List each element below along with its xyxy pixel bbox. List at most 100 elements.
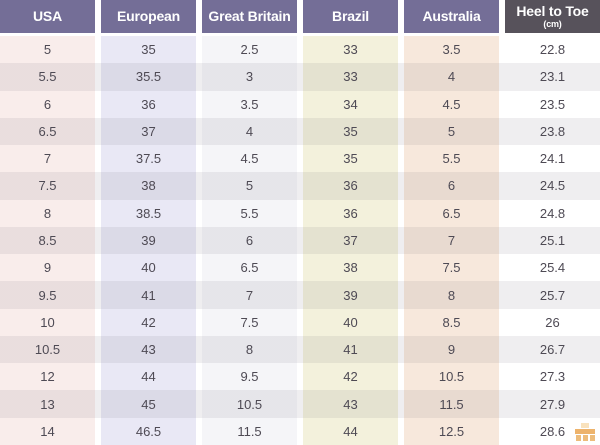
table-cell: 25.1	[505, 226, 600, 255]
table-cell: 24.1	[505, 145, 600, 173]
column-gutter	[499, 335, 505, 364]
table-cell: 40	[101, 254, 196, 282]
column-gutter	[95, 63, 101, 91]
column-gutter	[499, 36, 505, 64]
table-cell: 3.5	[404, 36, 499, 64]
table-row: 9 40 6.5 38 7.5 25.4	[0, 254, 600, 282]
table-cell: 14	[0, 417, 95, 445]
column-gutter	[398, 254, 404, 282]
table-cell: 42	[303, 363, 398, 391]
column-gutter	[196, 117, 202, 146]
column-gutter	[499, 90, 505, 118]
table-row: 5.5 35.5 3 33 4 23.1	[0, 63, 600, 91]
column-header-australia: Australia	[404, 0, 499, 33]
table-cell: 27.3	[505, 363, 600, 391]
column-gutter	[398, 117, 404, 146]
table-cell: 23.1	[505, 63, 600, 91]
column-header-label: Brazil	[332, 8, 369, 25]
column-gutter	[95, 172, 101, 200]
table-cell: 7.5	[202, 308, 297, 336]
column-gutter	[196, 172, 202, 200]
column-gutter	[297, 308, 303, 336]
table-cell: 37	[303, 226, 398, 255]
table-cell: 6.5	[0, 117, 95, 146]
column-gutter	[196, 390, 202, 418]
column-header-label: European	[117, 8, 180, 25]
table-cell: 9.5	[0, 281, 95, 309]
table-cell: 5	[0, 36, 95, 64]
column-gutter	[398, 145, 404, 173]
column-gutter	[499, 390, 505, 418]
table-cell: 37.5	[101, 145, 196, 173]
column-gutter	[95, 199, 101, 227]
column-gutter	[499, 0, 505, 33]
table-cell: 8	[202, 335, 297, 364]
table-cell: 34	[303, 90, 398, 118]
column-gutter	[95, 145, 101, 173]
table-row: 7 37.5 4.5 35 5.5 24.1	[0, 145, 600, 173]
table-cell: 4	[202, 117, 297, 146]
table-cell: 5.5	[0, 63, 95, 91]
column-gutter	[196, 308, 202, 336]
column-gutter	[95, 335, 101, 364]
table-cell: 10	[0, 308, 95, 336]
table-cell: 25.4	[505, 254, 600, 282]
table-cell: 26	[505, 308, 600, 336]
column-gutter	[297, 0, 303, 33]
table-cell: 10.5	[404, 363, 499, 391]
table-cell: 27.9	[505, 390, 600, 418]
column-gutter	[499, 363, 505, 391]
column-gutter	[499, 63, 505, 91]
table-cell: 39	[101, 226, 196, 255]
column-gutter	[398, 199, 404, 227]
table-cell: 24.5	[505, 172, 600, 200]
table-cell: 5.5	[202, 199, 297, 227]
column-gutter	[297, 117, 303, 146]
table-row: 6 36 3.5 34 4.5 23.5	[0, 90, 600, 118]
column-gutter	[95, 36, 101, 64]
table-cell: 36	[303, 172, 398, 200]
table-cell: 5.5	[404, 145, 499, 173]
table-cell: 41	[101, 281, 196, 309]
table-cell: 7.5	[404, 254, 499, 282]
column-header-label: Australia	[422, 8, 481, 25]
table-cell: 41	[303, 335, 398, 364]
table-cell: 3	[202, 63, 297, 91]
column-gutter	[196, 0, 202, 33]
table-cell: 7	[0, 145, 95, 173]
table-cell: 38	[303, 254, 398, 282]
column-gutter	[297, 36, 303, 64]
column-gutter	[297, 199, 303, 227]
table-row: 5 35 2.5 33 3.5 22.8	[0, 36, 600, 64]
table-cell: 12.5	[404, 417, 499, 445]
table-cell: 43	[101, 335, 196, 364]
table-cell: 10.5	[202, 390, 297, 418]
column-gutter	[398, 390, 404, 418]
column-gutter	[297, 390, 303, 418]
table-cell: 2.5	[202, 36, 297, 64]
table-cell: 36	[303, 199, 398, 227]
table-row: 9.5 41 7 39 8 25.7	[0, 281, 600, 309]
column-gutter	[398, 90, 404, 118]
table-cell: 25.7	[505, 281, 600, 309]
column-gutter	[95, 281, 101, 309]
table-cell: 23.5	[505, 90, 600, 118]
table-row: 13 45 10.5 43 11.5 27.9	[0, 390, 600, 418]
column-gutter	[196, 363, 202, 391]
table-cell: 23.8	[505, 117, 600, 146]
table-header-row: USA European Great Britain Brazil Austra…	[0, 0, 600, 33]
table-cell: 26.7	[505, 335, 600, 364]
column-gutter	[499, 226, 505, 255]
table-cell: 35	[303, 145, 398, 173]
table-cell: 3.5	[202, 90, 297, 118]
table-cell: 5	[202, 172, 297, 200]
column-gutter	[297, 363, 303, 391]
column-gutter	[196, 281, 202, 309]
column-header-brazil: Brazil	[303, 0, 398, 33]
table-cell: 4.5	[404, 90, 499, 118]
column-gutter	[196, 90, 202, 118]
table-cell: 8.5	[0, 226, 95, 255]
column-gutter	[196, 254, 202, 282]
column-gutter	[398, 363, 404, 391]
